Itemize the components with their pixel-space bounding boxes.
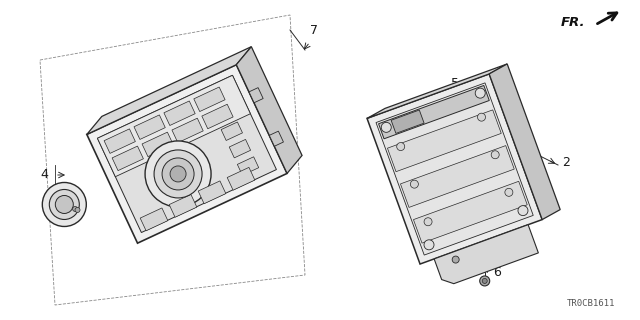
Polygon shape (198, 181, 226, 204)
Circle shape (505, 188, 513, 196)
Circle shape (518, 206, 528, 216)
Polygon shape (172, 118, 204, 143)
Polygon shape (140, 208, 168, 231)
Circle shape (381, 122, 391, 132)
Circle shape (49, 189, 79, 220)
Polygon shape (379, 85, 490, 139)
Text: 4: 4 (40, 169, 48, 181)
Polygon shape (269, 131, 284, 146)
Polygon shape (376, 83, 533, 255)
Circle shape (424, 218, 432, 226)
Text: FR.: FR. (561, 15, 585, 28)
Circle shape (482, 278, 487, 284)
Polygon shape (237, 157, 259, 175)
Text: 5: 5 (451, 77, 459, 90)
Polygon shape (134, 115, 165, 140)
Polygon shape (489, 64, 560, 220)
Polygon shape (391, 110, 424, 133)
Text: 6: 6 (493, 267, 500, 279)
Polygon shape (164, 101, 195, 125)
Polygon shape (249, 88, 263, 103)
Polygon shape (434, 225, 538, 284)
Polygon shape (413, 181, 527, 243)
Polygon shape (401, 146, 515, 207)
Polygon shape (142, 132, 173, 157)
Polygon shape (97, 75, 250, 177)
Polygon shape (221, 122, 243, 140)
Polygon shape (194, 87, 225, 112)
Circle shape (452, 256, 459, 263)
Polygon shape (387, 110, 501, 172)
Circle shape (480, 276, 490, 286)
Polygon shape (236, 47, 302, 173)
Circle shape (476, 88, 485, 98)
Circle shape (154, 150, 202, 198)
Text: 7: 7 (310, 23, 318, 36)
Circle shape (397, 143, 404, 151)
Circle shape (491, 151, 499, 159)
Circle shape (75, 207, 80, 212)
Polygon shape (97, 75, 276, 233)
Text: TR0CB1611: TR0CB1611 (566, 299, 615, 308)
Circle shape (410, 180, 419, 188)
Circle shape (477, 113, 486, 121)
Polygon shape (112, 146, 143, 171)
Polygon shape (104, 129, 136, 153)
Circle shape (162, 158, 194, 190)
Polygon shape (202, 104, 233, 129)
Circle shape (170, 166, 186, 182)
Circle shape (424, 240, 434, 250)
Circle shape (145, 141, 211, 207)
Circle shape (72, 206, 77, 212)
Polygon shape (367, 74, 542, 264)
Circle shape (55, 196, 74, 213)
Polygon shape (227, 167, 255, 190)
Polygon shape (229, 140, 251, 158)
Polygon shape (87, 47, 252, 134)
Polygon shape (87, 65, 287, 243)
Polygon shape (169, 195, 197, 217)
Polygon shape (367, 64, 507, 118)
Text: 2: 2 (562, 156, 570, 169)
Circle shape (42, 182, 86, 227)
